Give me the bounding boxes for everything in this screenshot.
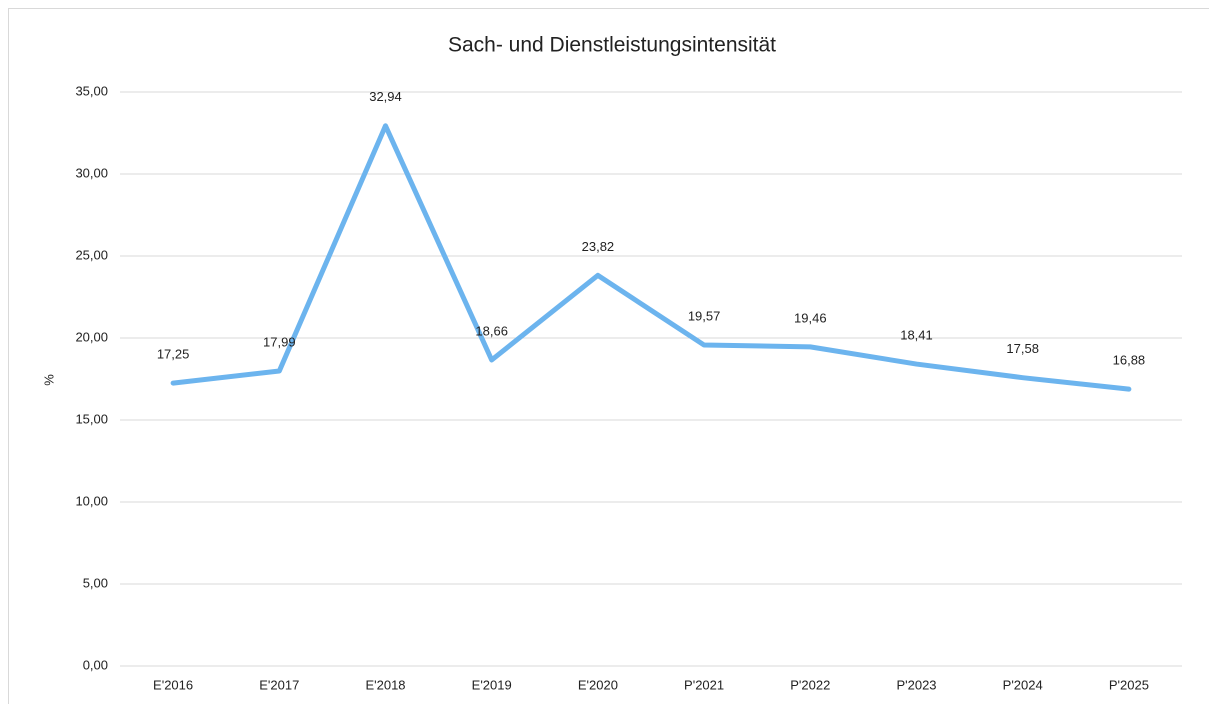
x-tick-label: P'2023 bbox=[896, 677, 936, 692]
y-tick-label: 0,00 bbox=[83, 657, 108, 672]
x-tick-label: E'2017 bbox=[259, 677, 299, 692]
y-tick-label: 5,00 bbox=[83, 575, 108, 590]
data-line bbox=[170, 123, 1132, 392]
data-label: 19,57 bbox=[688, 308, 721, 323]
y-tick-label: 25,00 bbox=[75, 247, 108, 262]
x-tick-label: P'2022 bbox=[790, 677, 830, 692]
data-label: 18,41 bbox=[900, 328, 933, 343]
x-tick-label: E'2019 bbox=[472, 677, 512, 692]
x-tick-label: P'2024 bbox=[1003, 677, 1043, 692]
chart-border bbox=[8, 8, 1209, 704]
data-label: 17,25 bbox=[157, 347, 190, 362]
y-axis-label: % bbox=[41, 374, 56, 386]
y-tick-label: 30,00 bbox=[75, 165, 108, 180]
data-label: 32,94 bbox=[369, 89, 402, 104]
x-tick-label: E'2018 bbox=[365, 677, 405, 692]
x-tick-label: E'2016 bbox=[153, 677, 193, 692]
y-tick-label: 35,00 bbox=[75, 83, 108, 98]
x-tick-label: P'2021 bbox=[684, 677, 724, 692]
data-label: 17,58 bbox=[1006, 341, 1039, 356]
x-tick-label: E'2020 bbox=[578, 677, 618, 692]
y-tick-label: 20,00 bbox=[75, 329, 108, 344]
data-label: 18,66 bbox=[475, 323, 508, 338]
x-tick-label: P'2025 bbox=[1109, 677, 1149, 692]
y-tick-label: 10,00 bbox=[75, 493, 108, 508]
y-tick-label: 15,00 bbox=[75, 411, 108, 426]
chart-title: Sach- und Dienstleistungsintensität bbox=[448, 34, 776, 57]
data-label: 16,88 bbox=[1113, 353, 1146, 368]
data-label: 19,46 bbox=[794, 310, 827, 325]
data-label: 17,99 bbox=[263, 334, 296, 349]
data-label: 23,82 bbox=[582, 239, 615, 254]
